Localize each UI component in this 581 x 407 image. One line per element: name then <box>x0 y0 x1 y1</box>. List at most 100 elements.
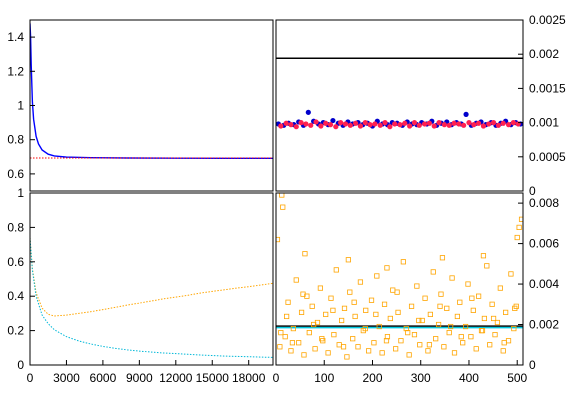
data-point <box>362 120 368 126</box>
data-point <box>461 122 467 128</box>
data-point <box>468 334 474 340</box>
data-point <box>280 204 286 210</box>
data-point <box>395 309 401 315</box>
data-point <box>367 122 373 128</box>
data-point <box>282 334 288 340</box>
data-point <box>290 325 296 332</box>
data-point <box>431 123 437 129</box>
data-point <box>481 315 488 322</box>
data-point <box>300 291 306 297</box>
y-tick-label: 0.0005 <box>529 150 566 164</box>
y-tick-label: 1 <box>17 99 24 113</box>
data-point <box>383 338 390 344</box>
y-tick-label: 1.4 <box>7 30 24 44</box>
data-point <box>444 305 450 311</box>
data-point <box>323 311 329 318</box>
panel-bottom-left: 0 0.2 0.4 0.6 0.8 1 0 3000 6000 9000 12000 15000 180… <box>7 186 274 385</box>
data-point <box>345 257 351 263</box>
data-point <box>446 122 452 128</box>
data-point <box>441 344 447 350</box>
data-point <box>384 265 390 271</box>
data-point <box>330 307 336 313</box>
data-point <box>471 122 477 128</box>
data-point <box>331 332 337 338</box>
data-point <box>298 120 304 126</box>
data-point <box>456 121 462 127</box>
y-tick-label: 0 <box>17 358 24 372</box>
data-point <box>319 336 325 342</box>
data-point <box>511 325 517 332</box>
data-point <box>489 301 495 307</box>
data-point <box>421 121 428 127</box>
data-point <box>490 120 497 126</box>
data-point <box>451 120 457 126</box>
data-point <box>374 273 380 279</box>
data-point <box>398 338 404 344</box>
data-point <box>302 251 308 257</box>
data-point <box>473 346 479 352</box>
data-point <box>416 317 422 324</box>
data-point <box>470 307 476 313</box>
data-point <box>508 271 514 277</box>
data-point <box>494 319 501 326</box>
y-tick-label: 0.4 <box>7 289 24 303</box>
data-point <box>393 346 399 352</box>
data-point <box>465 281 471 287</box>
x-tick-label: 3000 <box>53 371 80 385</box>
y-tick-label: 0.008 <box>529 196 559 210</box>
data-point <box>373 311 379 318</box>
panel-top-left: 0.6 0.8 1 1.2 1.4 <box>7 19 274 192</box>
data-point <box>438 291 444 297</box>
data-point <box>451 350 458 356</box>
data-point <box>422 295 428 301</box>
data-point <box>480 253 487 259</box>
data-point <box>347 122 353 128</box>
data-point <box>387 124 393 130</box>
data-point <box>437 303 443 309</box>
data-point <box>289 340 296 346</box>
data-point <box>476 293 482 299</box>
data-point <box>327 122 334 128</box>
data-point <box>501 340 507 346</box>
data-point <box>279 193 285 198</box>
y-tick-label: 0.002 <box>529 47 559 61</box>
data-point <box>333 267 339 273</box>
data-point <box>400 259 406 265</box>
data-point <box>338 120 344 126</box>
x-tick-label: 500 <box>507 371 527 385</box>
data-point <box>402 120 408 126</box>
data-point <box>293 124 299 130</box>
data-point <box>305 109 311 115</box>
data-point <box>366 348 372 354</box>
data-point <box>355 344 361 350</box>
data-point <box>340 344 347 350</box>
x-tick-label: 0 <box>273 371 280 385</box>
data-point <box>330 117 336 124</box>
panel-bottom-right: 0 0.002 0.004 0.006 0.008 0 100 200 300 400 500 <box>273 192 559 385</box>
x-tick-label: 0 <box>27 371 34 385</box>
data-point <box>277 344 283 350</box>
data-point <box>387 315 393 322</box>
x-tick-label: 15000 <box>196 371 230 385</box>
data-point <box>293 277 299 283</box>
data-point <box>458 334 464 340</box>
y-tick-label: 0 <box>529 184 536 198</box>
data-point <box>381 301 388 307</box>
data-point <box>518 216 523 222</box>
data-point <box>344 354 350 360</box>
data-point <box>392 121 398 127</box>
data-point <box>390 287 396 293</box>
data-point <box>411 120 418 126</box>
data-point <box>339 317 345 324</box>
data-point <box>377 122 383 128</box>
data-point <box>411 332 418 338</box>
data-point <box>309 303 315 309</box>
data-point <box>500 348 506 354</box>
data-point <box>301 352 307 358</box>
data-point <box>311 321 317 328</box>
data-point <box>480 123 487 129</box>
data-point <box>414 283 420 289</box>
data-point <box>368 297 375 303</box>
data-point <box>318 123 324 129</box>
